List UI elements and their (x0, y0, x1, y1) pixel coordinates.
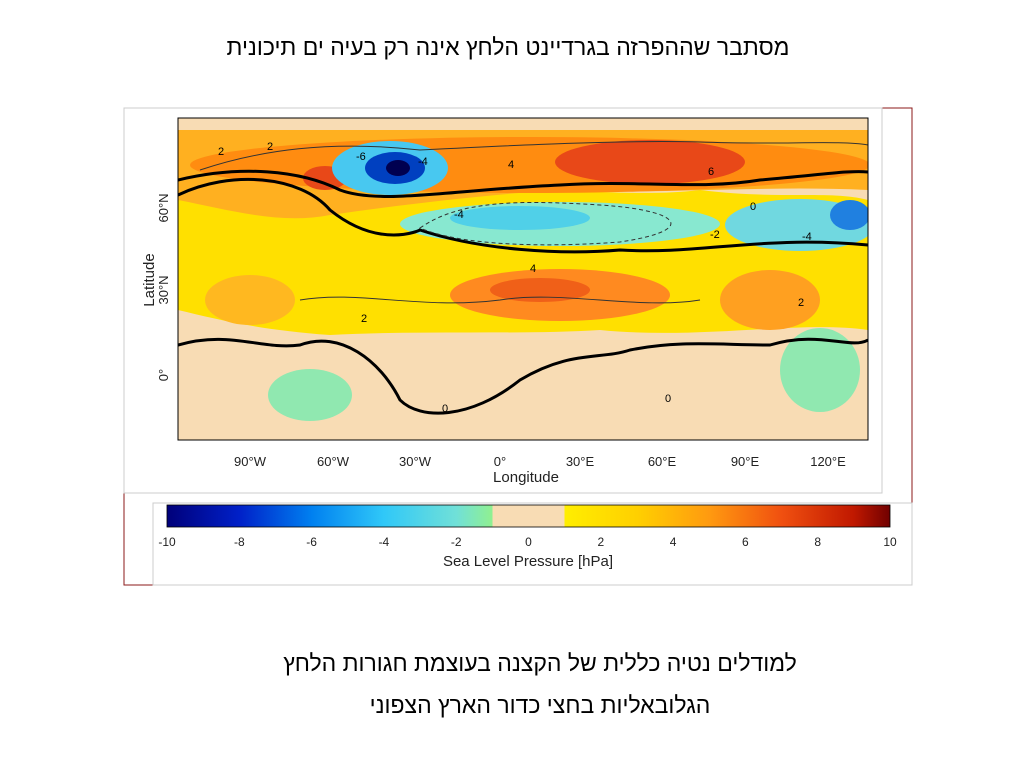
colorbar-tick-label: 2 (597, 535, 604, 549)
colorbar-tick-label: -8 (234, 535, 245, 549)
contour-label: 4 (508, 159, 514, 171)
x-axis-label: Longitude (493, 469, 559, 486)
contour-label: 2 (267, 141, 273, 153)
y-tick-label: 30°N (156, 275, 171, 304)
contour-label: -4 (802, 231, 812, 243)
contour-label: -6 (356, 151, 366, 163)
x-tick-label: 90°E (731, 454, 760, 469)
contour-label: 4 (530, 263, 536, 275)
x-tick-label: 0° (494, 454, 506, 469)
contour-label: 2 (798, 297, 804, 309)
y-tick-label: 60°N (156, 193, 171, 222)
contour-label: -2 (710, 229, 720, 241)
colorbar-label: Sea Level Pressure [hPa] (443, 553, 613, 570)
contour-label: 2 (218, 146, 224, 158)
colorbar-tick-label: -2 (451, 535, 462, 549)
map-field (178, 118, 868, 440)
colorbar-tick-label: 4 (670, 535, 677, 549)
colorbar (166, 504, 891, 528)
contour-label: -4 (418, 156, 428, 168)
colorbar-tick-label: 10 (883, 535, 897, 549)
caption-line: הגלובאליות בחצי כדור הארץ הצפוני (369, 692, 711, 718)
colorbar-tick-label: 0 (525, 535, 532, 549)
caption-line: למודלים נטיה כללית של הקצנה בעוצמת חגורו… (283, 650, 797, 676)
contour-label: 0 (665, 393, 671, 405)
contour-label: 2 (361, 313, 367, 325)
colorbar-tick-label: 8 (814, 535, 821, 549)
contour-label: 0 (750, 201, 756, 213)
x-tick-label: 30°W (399, 454, 432, 469)
y-tick-label: 0° (156, 369, 171, 381)
colorbar-tick-label: 6 (742, 535, 749, 549)
colorbar-tick-label: -4 (379, 535, 390, 549)
x-tick-label: 60°E (648, 454, 677, 469)
colorbar-tick-label: -6 (306, 535, 317, 549)
y-axis-label: Latitude (141, 253, 158, 306)
colorbar-ticks: -10 -8 -6 -4 -2 0 2 4 6 8 10 (158, 535, 897, 549)
slide-title: מסתבר שההפרזה בגרדיינט הלחץ אינה רק בעיה… (226, 34, 790, 60)
x-tick-label: 30°E (566, 454, 595, 469)
x-tick-label: 60°W (317, 454, 350, 469)
x-tick-label: 90°W (234, 454, 267, 469)
x-tick-label: 120°E (810, 454, 846, 469)
plot-frame (177, 117, 869, 441)
contour-label: 6 (708, 166, 714, 178)
colorbar-tick-label: -10 (158, 535, 176, 549)
contour-label: 0 (442, 403, 448, 415)
contour-label: -4 (454, 209, 464, 221)
